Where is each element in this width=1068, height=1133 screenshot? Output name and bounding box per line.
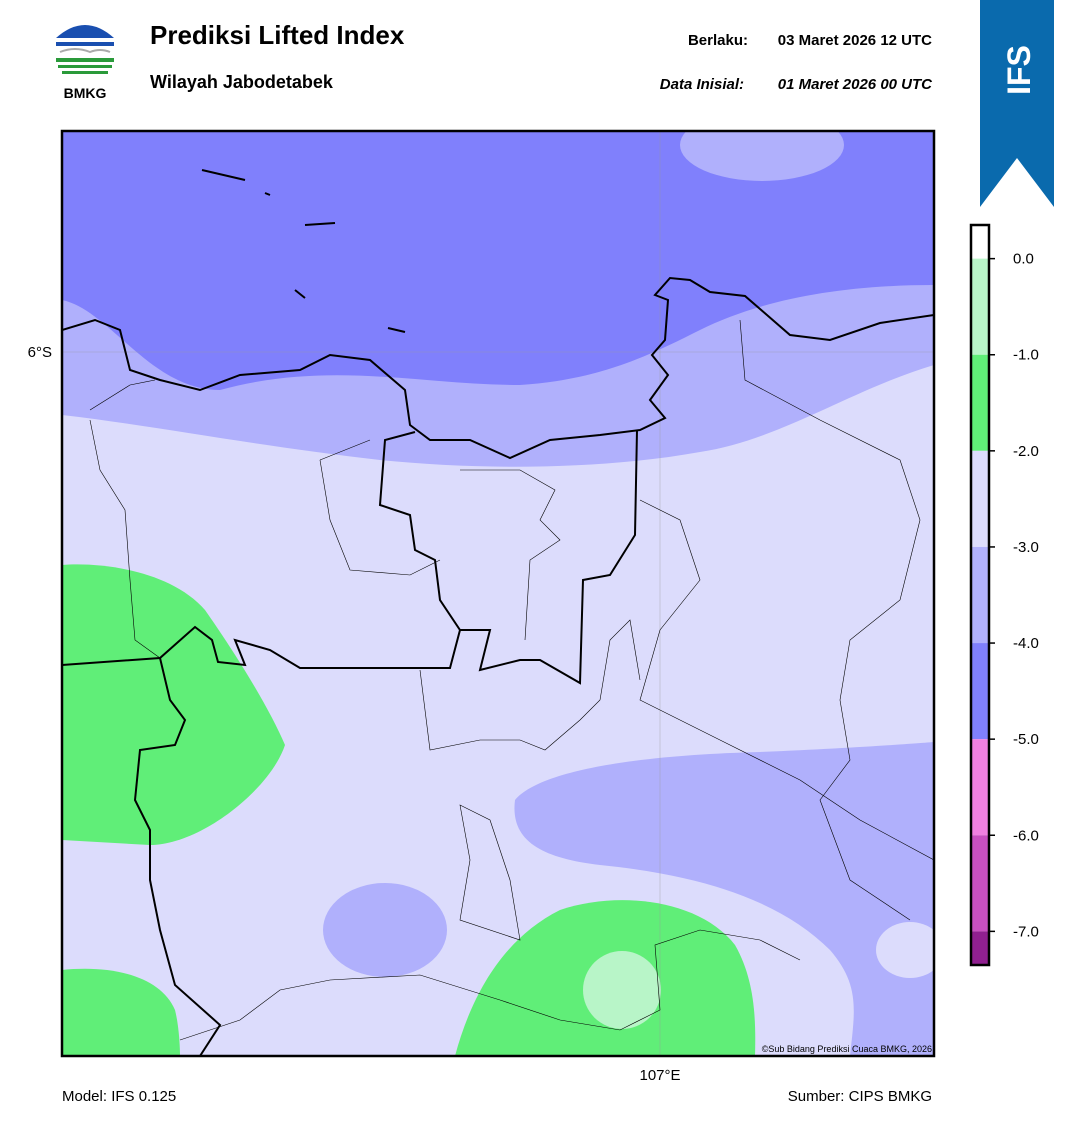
subtitle: Wilayah Jabodetabek — [150, 72, 334, 92]
logo-text: BMKG — [64, 85, 107, 101]
footer-source: Sumber: CIPS BMKG — [788, 1088, 932, 1105]
colorbar-segment — [971, 225, 989, 259]
valid-label: Berlaku: — [688, 32, 748, 49]
colorbar-segment — [971, 835, 989, 932]
colorbar-tick-label: -7.0 — [1013, 923, 1039, 940]
colorbar-tick-label: -2.0 — [1013, 443, 1039, 460]
colorbar-segment — [971, 739, 989, 836]
colorbar-segment — [971, 450, 989, 547]
map-frame — [60, 129, 936, 1058]
map: ©Sub Bidang Prediksi Cuaca BMKG, 2026 — [62, 131, 934, 1056]
lon-label: 107°E — [639, 1067, 680, 1084]
logo: BMKG — [56, 25, 114, 101]
colorbar-tick-label: -3.0 — [1013, 539, 1039, 556]
valid-time: 03 Maret 2026 12 UTC — [778, 32, 932, 49]
colorbar-tick-label: -1.0 — [1013, 347, 1039, 364]
colorbar-segment — [971, 258, 989, 355]
colorbar-tick-label: -6.0 — [1013, 827, 1039, 844]
colorbar-segment — [971, 931, 989, 965]
colorbar-tick-label: 0.0 — [1013, 251, 1034, 268]
badge-text: IFS — [1001, 45, 1037, 95]
colorbar-segment — [971, 546, 989, 644]
lat-label: 6°S — [28, 344, 52, 361]
colorbar-tick-label: -5.0 — [1013, 731, 1039, 748]
badge — [980, 0, 1054, 207]
init-time: 01 Maret 2026 00 UTC — [778, 76, 933, 93]
colorbar-tick-label: -4.0 — [1013, 635, 1039, 652]
credit: ©Sub Bidang Prediksi Cuaca BMKG, 2026 — [762, 1044, 932, 1054]
colorbar-segment — [971, 643, 989, 740]
title: Prediksi Lifted Index — [150, 20, 405, 50]
init-label: Data Inisial: — [660, 76, 744, 93]
footer-model: Model: IFS 0.125 — [62, 1088, 176, 1105]
colorbar-frame — [969, 223, 991, 967]
colorbar-segment — [971, 354, 989, 451]
